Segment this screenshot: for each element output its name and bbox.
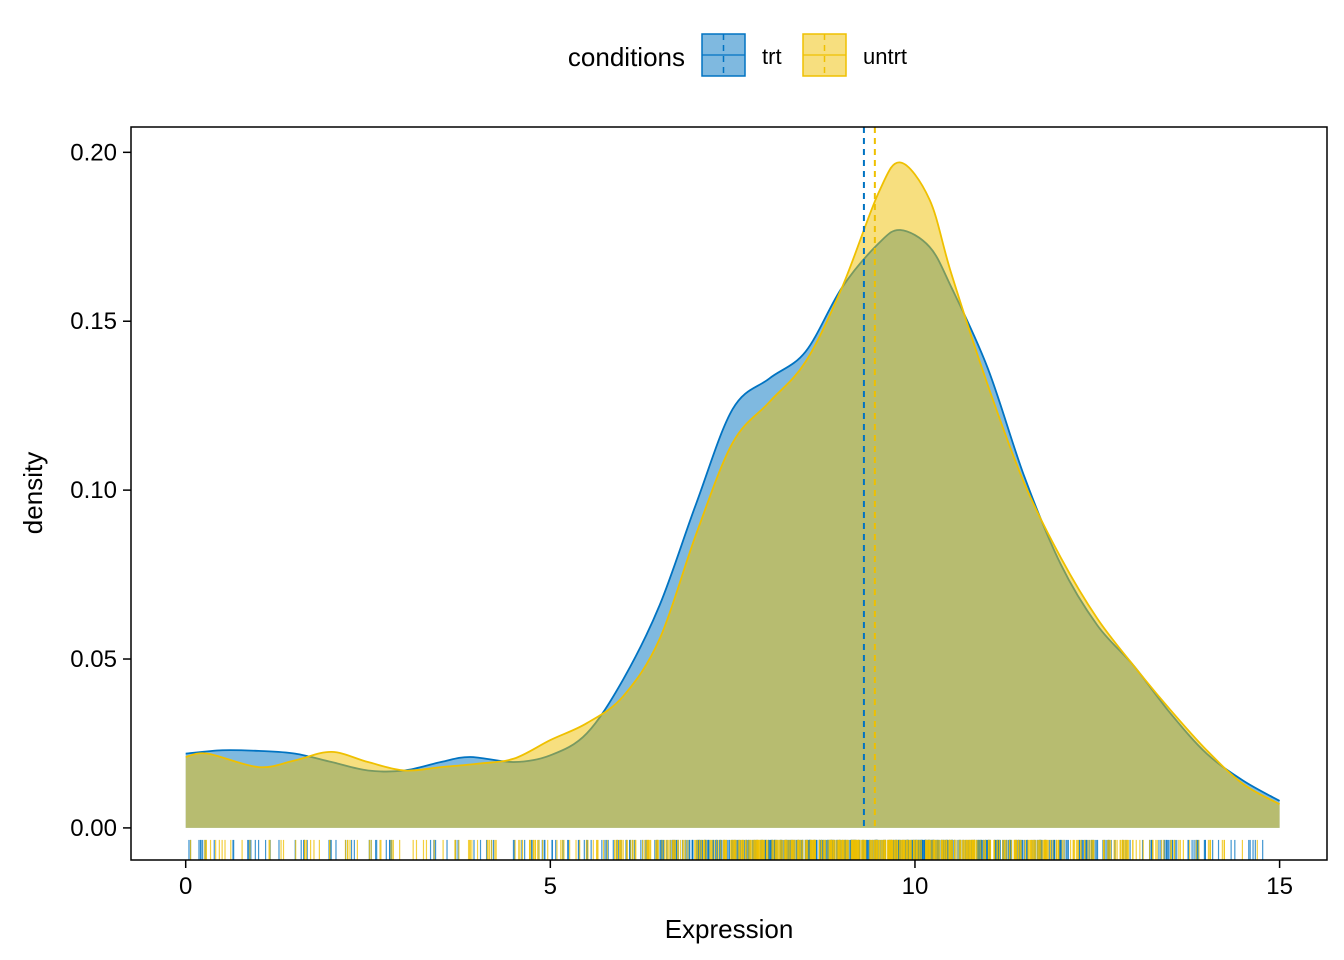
x-tick-label: 15 <box>1266 873 1293 900</box>
y-tick-label: 0.00 <box>70 815 117 842</box>
x-axis: 0 5 10 15 <box>179 860 1293 900</box>
x-tick-label: 10 <box>902 873 929 900</box>
y-tick-label: 0.05 <box>70 646 117 673</box>
y-axis-title: density <box>18 452 48 534</box>
density-area-untrt <box>185 162 1280 828</box>
legend: conditions trt untrt <box>568 33 907 77</box>
y-tick-label: 0.10 <box>70 477 117 504</box>
legend-key-trt <box>701 33 746 77</box>
legend-label-untrt: untrt <box>863 44 907 69</box>
y-tick-label: 0.20 <box>70 139 117 166</box>
legend-key-untrt <box>802 33 847 77</box>
density-line-untrt <box>185 161 1281 806</box>
legend-label-trt: trt <box>762 44 782 69</box>
y-axis: 0.00 0.05 0.10 0.15 0.20 <box>70 139 131 842</box>
y-tick-label: 0.15 <box>70 308 117 335</box>
plot-panel-border <box>130 126 1328 861</box>
mean-lines <box>862 127 876 828</box>
density-areas <box>185 161 1281 828</box>
x-tick-label: 0 <box>179 873 192 900</box>
rug-marks <box>188 839 1264 860</box>
x-tick-label: 5 <box>544 873 557 900</box>
x-axis-title: Expression <box>665 914 794 944</box>
legend-title: conditions <box>568 42 685 72</box>
